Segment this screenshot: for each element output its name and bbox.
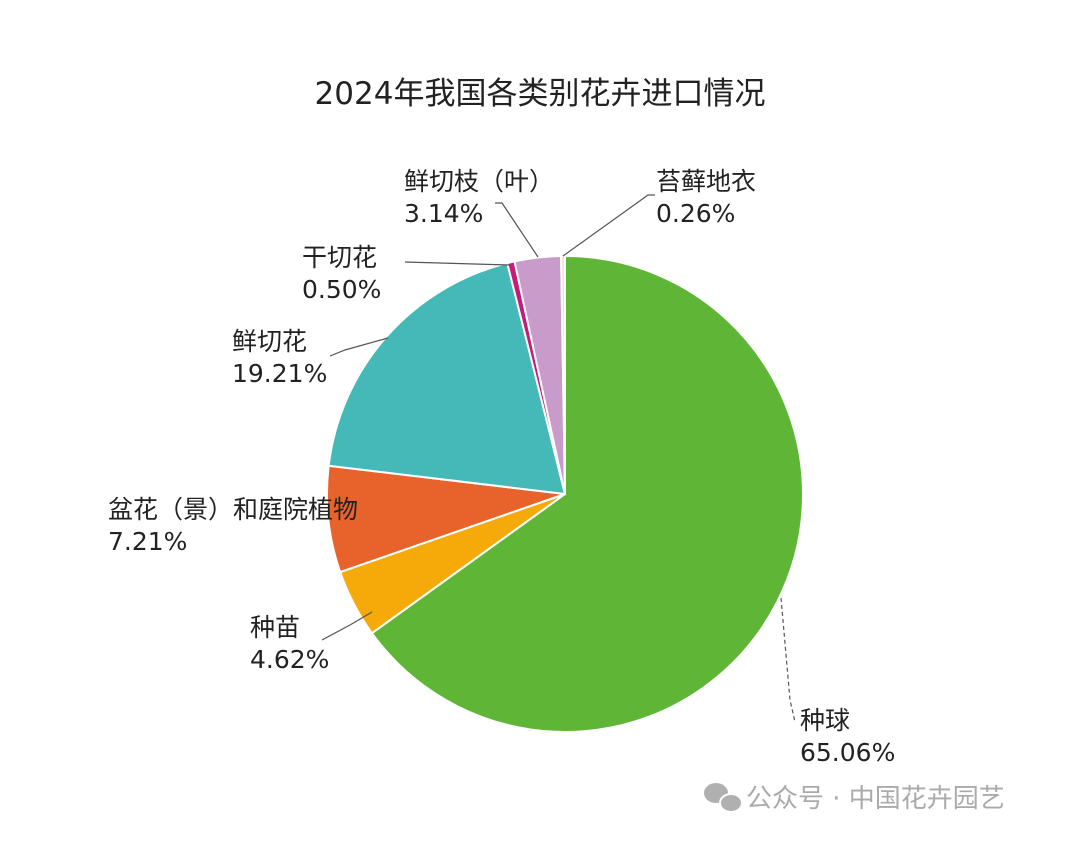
- slice-value-label: 65.06%: [800, 738, 895, 767]
- pie-slice: [370, 254, 804, 733]
- slice-value-label: 4.62%: [250, 645, 329, 674]
- watermark-text: 公众号 · 中国花卉园艺: [746, 784, 1005, 814]
- chart-title: 2024年我国各类别花卉进口情况: [315, 76, 766, 112]
- slice-label: 种球: [800, 706, 850, 735]
- leader-line: [321, 611, 373, 641]
- slice-value-label: 7.21%: [108, 527, 187, 556]
- slice-label: 鲜切枝（叶）: [404, 167, 554, 196]
- pie-slice: [326, 464, 566, 574]
- wechat-icon: [704, 783, 743, 813]
- slice-value-label: 0.50%: [302, 275, 381, 304]
- leader-line: [329, 337, 389, 357]
- slice-label: 盆花（景）和庭院植物: [108, 495, 358, 524]
- leader-line: [780, 597, 796, 723]
- slice-value-label: 0.26%: [656, 199, 735, 228]
- slice-label: 种苗: [250, 613, 300, 642]
- slice-value-label: 3.14%: [404, 199, 483, 228]
- pie-slice: [327, 261, 567, 496]
- watermark: 公众号 · 中国花卉园艺: [704, 783, 1005, 814]
- slice-label: 干切花: [302, 243, 377, 272]
- leader-line: [495, 202, 539, 258]
- slice-label: 苔藓地衣: [656, 167, 756, 196]
- leader-line: [562, 194, 655, 257]
- slice-value-label: 19.21%: [232, 359, 327, 388]
- leader-line: [404, 261, 511, 266]
- slice-label: 鲜切花: [232, 327, 307, 356]
